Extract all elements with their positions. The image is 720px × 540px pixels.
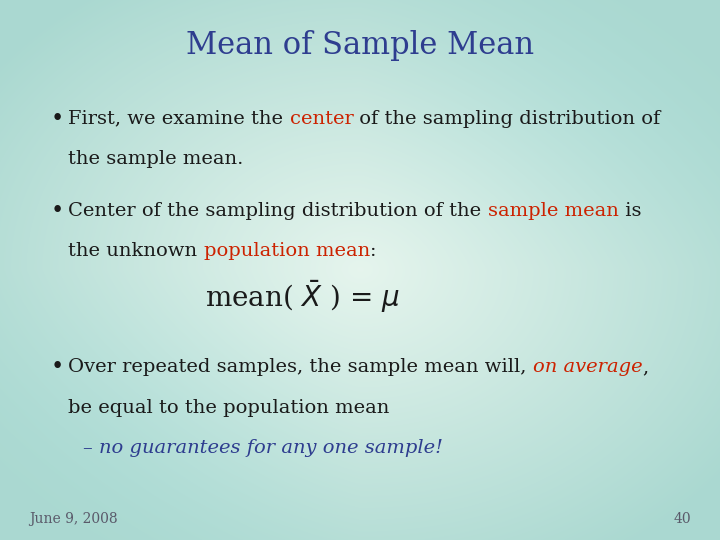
Text: – no guarantees for any one sample!: – no guarantees for any one sample! <box>83 439 443 457</box>
Text: be equal to the population mean: be equal to the population mean <box>68 399 390 417</box>
Text: Mean of Sample Mean: Mean of Sample Mean <box>186 30 534 62</box>
Text: June 9, 2008: June 9, 2008 <box>29 512 117 526</box>
Text: Over repeated samples, the sample mean will,: Over repeated samples, the sample mean w… <box>68 358 533 376</box>
Text: First, we examine the: First, we examine the <box>68 110 289 128</box>
Text: center: center <box>289 110 354 128</box>
Text: mean( $\bar{X}$ ) = $\mu$: mean( $\bar{X}$ ) = $\mu$ <box>205 279 400 315</box>
Text: 40: 40 <box>674 512 691 526</box>
Text: Center of the sampling distribution of the: Center of the sampling distribution of t… <box>68 201 487 220</box>
Text: sample mean: sample mean <box>487 201 618 220</box>
Text: •: • <box>50 108 63 130</box>
Text: population mean: population mean <box>204 242 370 260</box>
Text: the unknown: the unknown <box>68 242 204 260</box>
Text: is: is <box>618 201 641 220</box>
Text: the sample mean.: the sample mean. <box>68 150 244 168</box>
Text: •: • <box>50 356 63 378</box>
Text: •: • <box>50 200 63 221</box>
Text: on average: on average <box>533 358 643 376</box>
Text: of the sampling distribution of: of the sampling distribution of <box>354 110 661 128</box>
Text: :: : <box>370 242 377 260</box>
Text: ,: , <box>643 358 649 376</box>
